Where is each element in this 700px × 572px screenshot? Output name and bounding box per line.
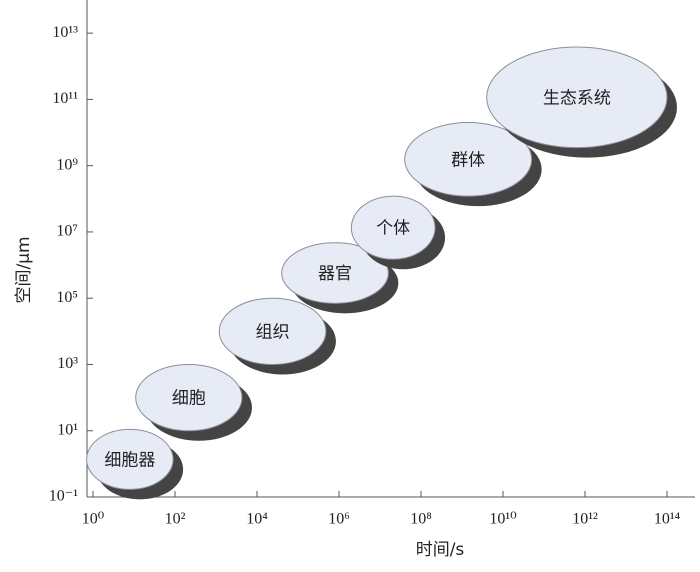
x-tick-label: 10⁰ <box>82 511 104 528</box>
y-axis-label: 空间/μm <box>14 236 34 303</box>
range-ellipse <box>218 297 327 365</box>
x-tick-label: 10¹² <box>572 511 598 528</box>
x-tick-label: 10⁸ <box>410 511 432 528</box>
ellipse-label: 组织 <box>256 322 290 342</box>
y-tick-label: 10⁷ <box>56 223 78 240</box>
range-ellipse <box>86 428 174 490</box>
ellipse-label: 细胞 <box>172 389 206 409</box>
ellipse-label: 群体 <box>451 150 485 170</box>
x-tick-label: 10² <box>165 511 186 528</box>
ellipse-label: 个体 <box>376 219 410 239</box>
x-tick-label: 10⁴ <box>246 511 268 528</box>
range-ellipse <box>281 242 389 304</box>
y-tick-label: 10¹ <box>57 421 78 438</box>
ellipse-label: 细胞器 <box>104 450 155 470</box>
x-tick-label: 10¹⁴ <box>654 511 681 528</box>
ellipse-label: 器官 <box>318 264 352 284</box>
x-tick-label: 10¹⁰ <box>489 511 516 528</box>
range-ellipse <box>135 363 243 432</box>
y-tick-label: 10³ <box>57 355 78 372</box>
y-tick-label: 10⁵ <box>56 289 78 306</box>
ellipse-label: 生态系统 <box>543 88 611 108</box>
range-ellipse <box>404 122 533 197</box>
range-ellipse <box>350 195 436 260</box>
y-tick-label: 10¹³ <box>52 24 78 41</box>
y-tick-label: 10⁹ <box>56 156 78 173</box>
range-ellipse <box>486 46 668 149</box>
y-tick-label: 10¹¹ <box>52 90 78 107</box>
x-axis-label: 时间/s <box>416 540 465 560</box>
x-tick-label: 10⁶ <box>328 511 350 528</box>
y-tick-label: 10⁻¹ <box>49 488 78 505</box>
